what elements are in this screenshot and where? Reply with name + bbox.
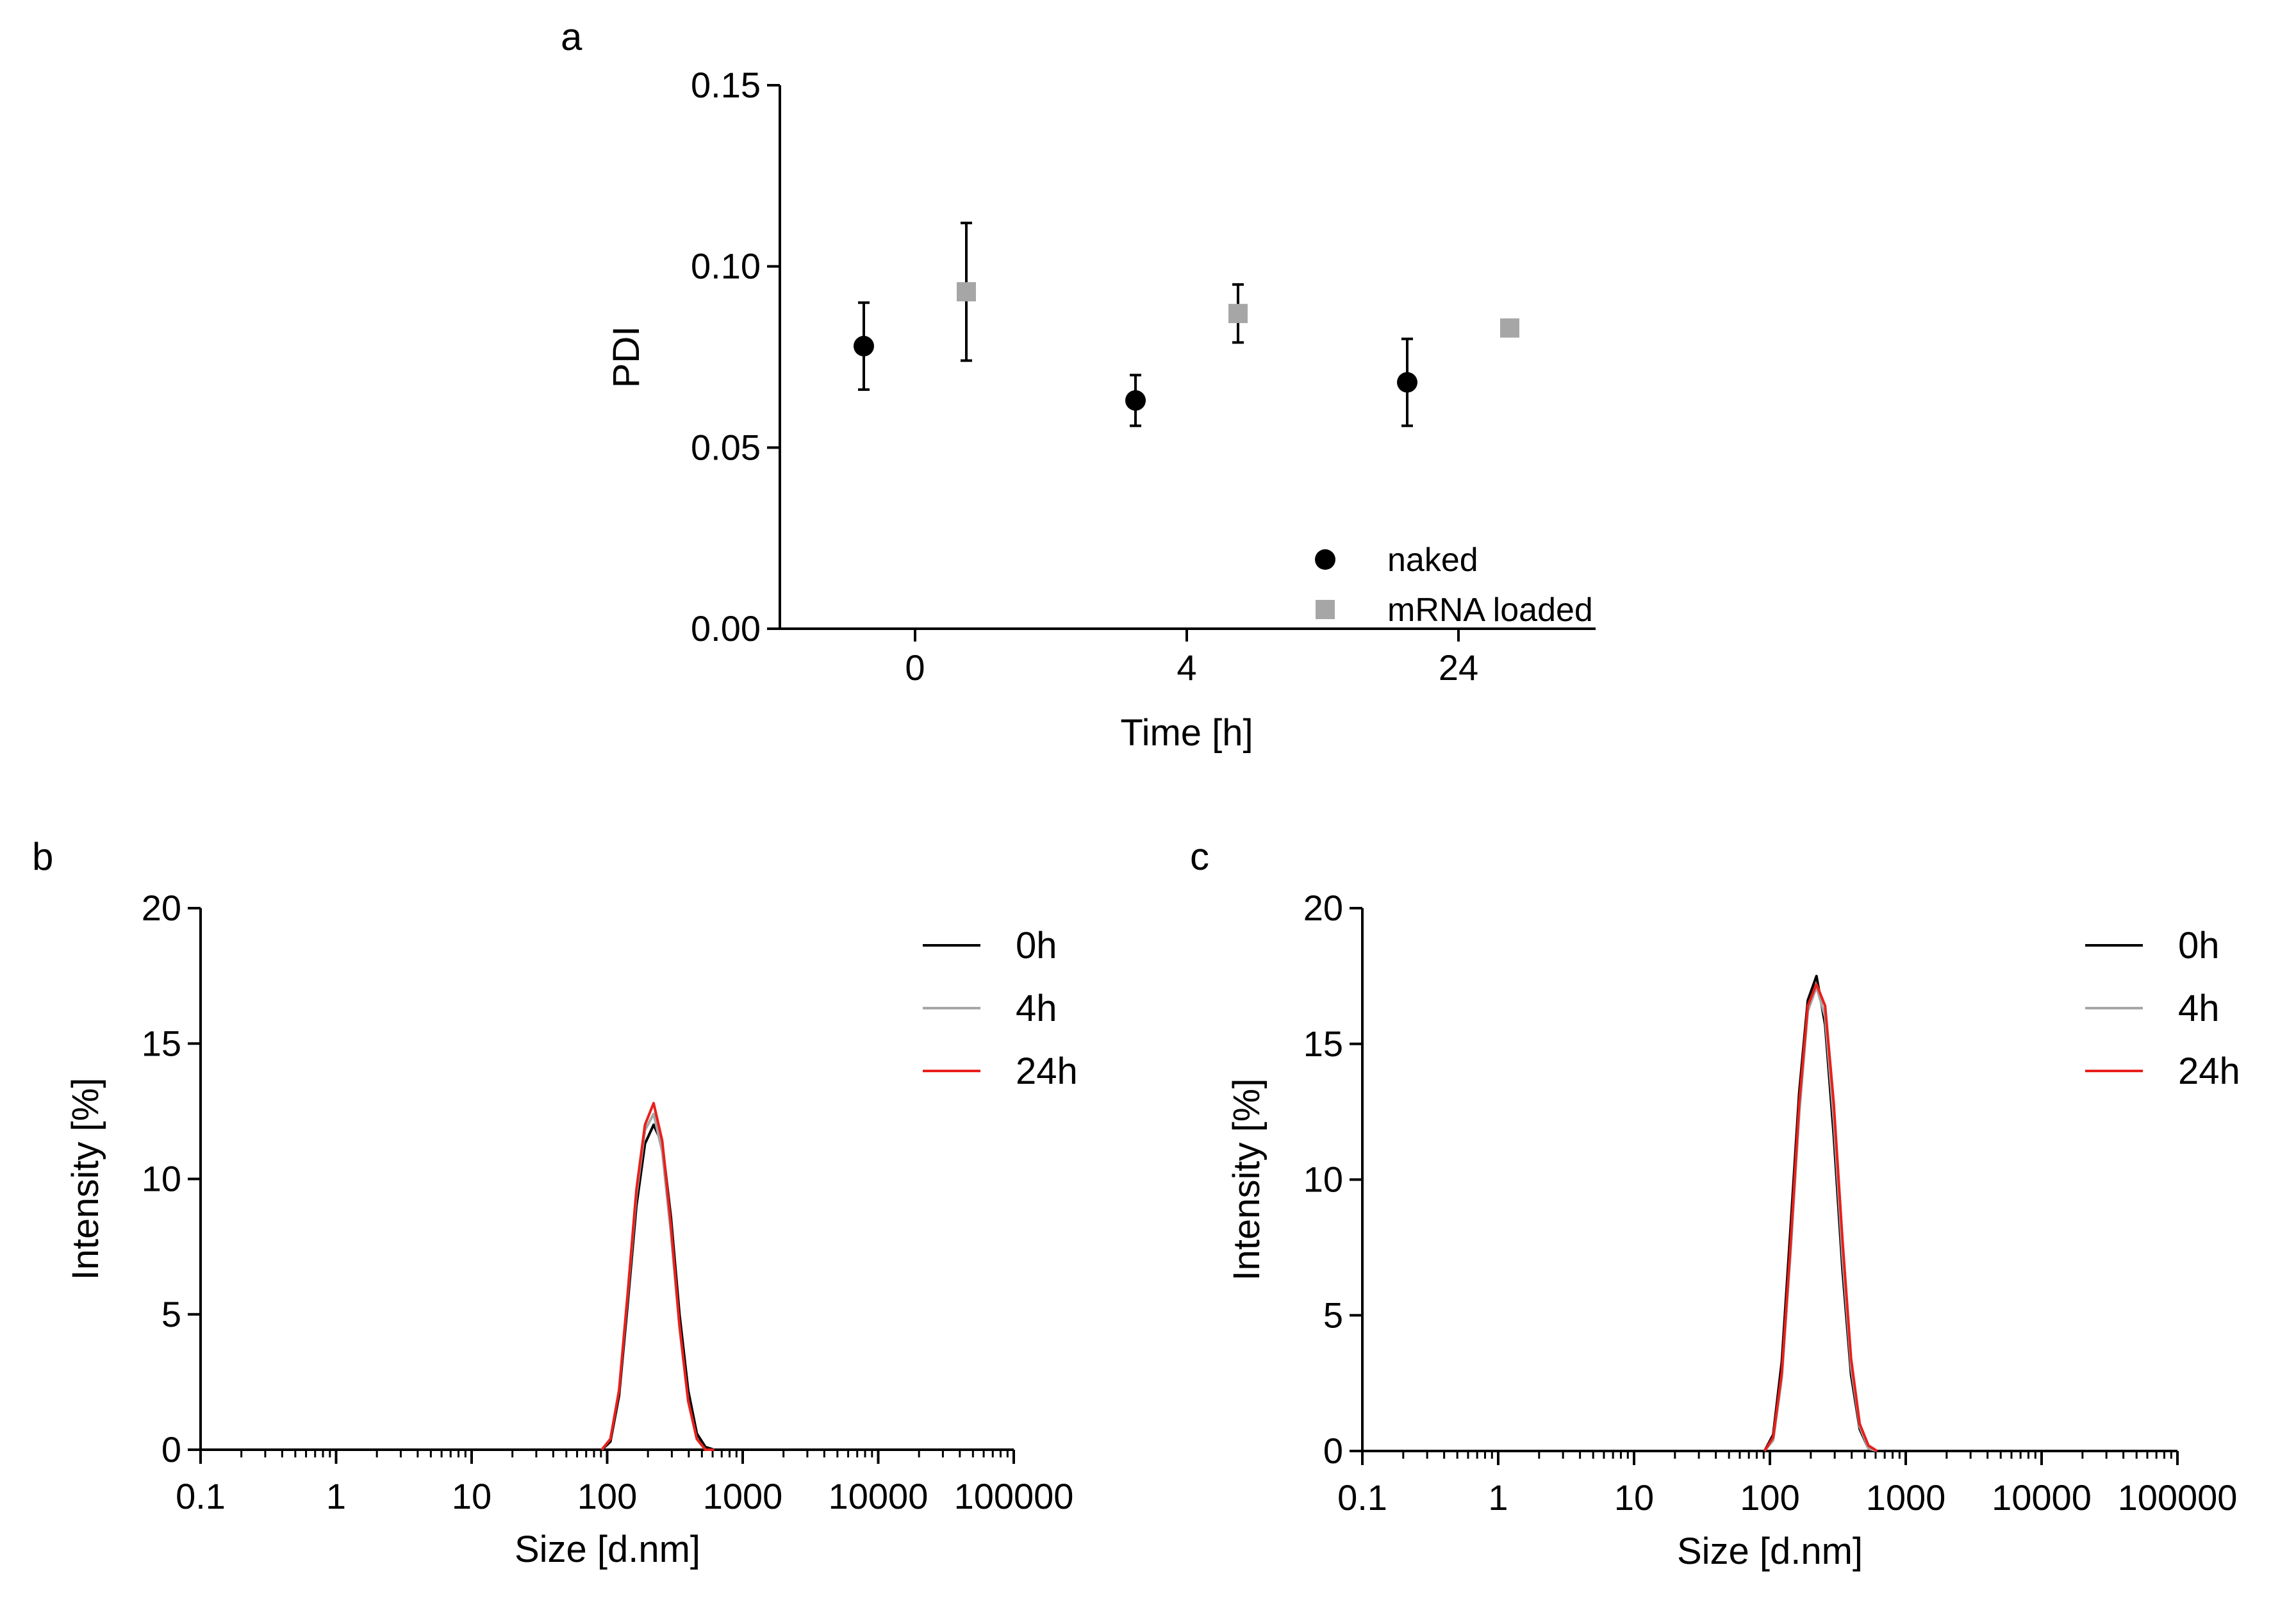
panel-a-data-marks: [854, 221, 1519, 427]
panel-c-data-lines: [1763, 974, 1878, 1452]
x-tick-label: 10000: [1992, 1477, 2092, 1518]
x-tick-label: 100000: [2118, 1477, 2238, 1518]
panel-c-size-distribution-chart: c 0 5 10 15 20 0.1 1 10 100 1000 10000 100000 0h 4h 2…: [1190, 835, 2240, 1572]
panel-c-legend: 0h 4h 24h: [2085, 925, 2240, 1092]
legend-marker-naked: [1315, 549, 1335, 570]
panel-b-y-axis-title: Intensity [%]: [65, 1078, 106, 1281]
x-tick-label: 1: [326, 1476, 346, 1516]
legend-marker-mrna-loaded: [1316, 600, 1335, 619]
panel-a-x-axis-title: Time [h]: [1120, 712, 1253, 754]
y-tick-label: 10: [1303, 1159, 1343, 1200]
panel-b-data-lines: [600, 1102, 714, 1451]
series-line-24h: [1763, 983, 1878, 1452]
y-tick-label: 15: [1303, 1024, 1343, 1064]
y-tick-label: 20: [1303, 888, 1343, 928]
y-tick-label: 0: [1323, 1430, 1343, 1471]
data-point-mrna-loaded: [1228, 304, 1248, 324]
legend-label: 0h: [2178, 925, 2220, 966]
y-tick-label: 0.10: [691, 246, 761, 286]
legend-label: 4h: [1016, 988, 1057, 1029]
legend-label: 4h: [2178, 988, 2220, 1029]
panel-a-legend: naked mRNA loaded: [1315, 542, 1593, 629]
y-tick-label: 20: [142, 888, 181, 928]
x-tick-label: 1: [1488, 1477, 1508, 1518]
series-line-0h: [600, 1124, 714, 1451]
y-tick-label: 0: [161, 1429, 181, 1470]
y-tick-label: 5: [161, 1294, 181, 1334]
data-point-naked: [854, 336, 874, 357]
y-tick-label: 0.05: [691, 427, 761, 467]
series-line-24h: [600, 1102, 714, 1451]
panel-c-label: c: [1190, 835, 1209, 878]
legend-label: 24h: [2178, 1050, 2240, 1092]
data-point-naked: [1397, 372, 1417, 393]
x-tick-label: 10: [452, 1476, 491, 1516]
panel-b-legend: 0h 4h 24h: [923, 925, 1078, 1092]
y-tick-label: 15: [142, 1023, 181, 1063]
panel-b-x-axis-title: Size [d.nm]: [515, 1529, 700, 1570]
y-tick-label: 0.15: [691, 65, 761, 105]
data-point-mrna-loaded: [957, 282, 976, 302]
panel-b-axes: 0 5 10 15 20 0.1 1 10 100 1000 10000 100000: [142, 888, 1074, 1516]
x-tick-label: 1000: [703, 1476, 783, 1516]
panel-a-axes: 0.00 0.05 0.10 0.15 0 4 24: [691, 65, 1596, 688]
data-point-naked: [1125, 390, 1146, 411]
x-tick-label: 10000: [829, 1476, 929, 1516]
legend-label: naked: [1387, 542, 1478, 579]
x-tick-label: 24: [1439, 647, 1478, 688]
panel-c-y-axis-title: Intensity [%]: [1226, 1079, 1268, 1281]
x-tick-label: 1000: [1866, 1477, 1946, 1518]
y-tick-label: 5: [1323, 1295, 1343, 1335]
x-tick-label: 100: [1740, 1477, 1799, 1518]
x-tick-label: 0.1: [1337, 1477, 1387, 1518]
y-tick-label: 10: [142, 1159, 181, 1199]
panel-c-x-axis-title: Size [d.nm]: [1677, 1530, 1863, 1572]
panel-c-axes: 0 5 10 15 20 0.1 1 10 100 1000 10000 100000: [1303, 888, 2238, 1518]
data-point-mrna-loaded: [1500, 318, 1519, 338]
panel-b-label: b: [32, 835, 53, 878]
legend-label: 24h: [1016, 1050, 1078, 1092]
x-tick-label: 10: [1614, 1477, 1654, 1518]
panel-b-size-distribution-chart: b 0 5 10 15 20 0.1 1 10 100 1000 10000 100000 0h 4h 2…: [32, 835, 1078, 1570]
x-tick-label: 100: [577, 1476, 637, 1516]
x-tick-label: 100000: [954, 1476, 1074, 1516]
panel-a-label: a: [561, 15, 582, 58]
x-tick-label: 0.1: [176, 1476, 226, 1516]
legend-label: mRNA loaded: [1387, 592, 1593, 629]
y-tick-label: 0.00: [691, 608, 761, 649]
panel-a-y-axis-title: PDI: [606, 326, 647, 388]
x-tick-label: 4: [1177, 647, 1196, 688]
x-tick-label: 0: [905, 647, 925, 688]
legend-label: 0h: [1016, 925, 1057, 966]
